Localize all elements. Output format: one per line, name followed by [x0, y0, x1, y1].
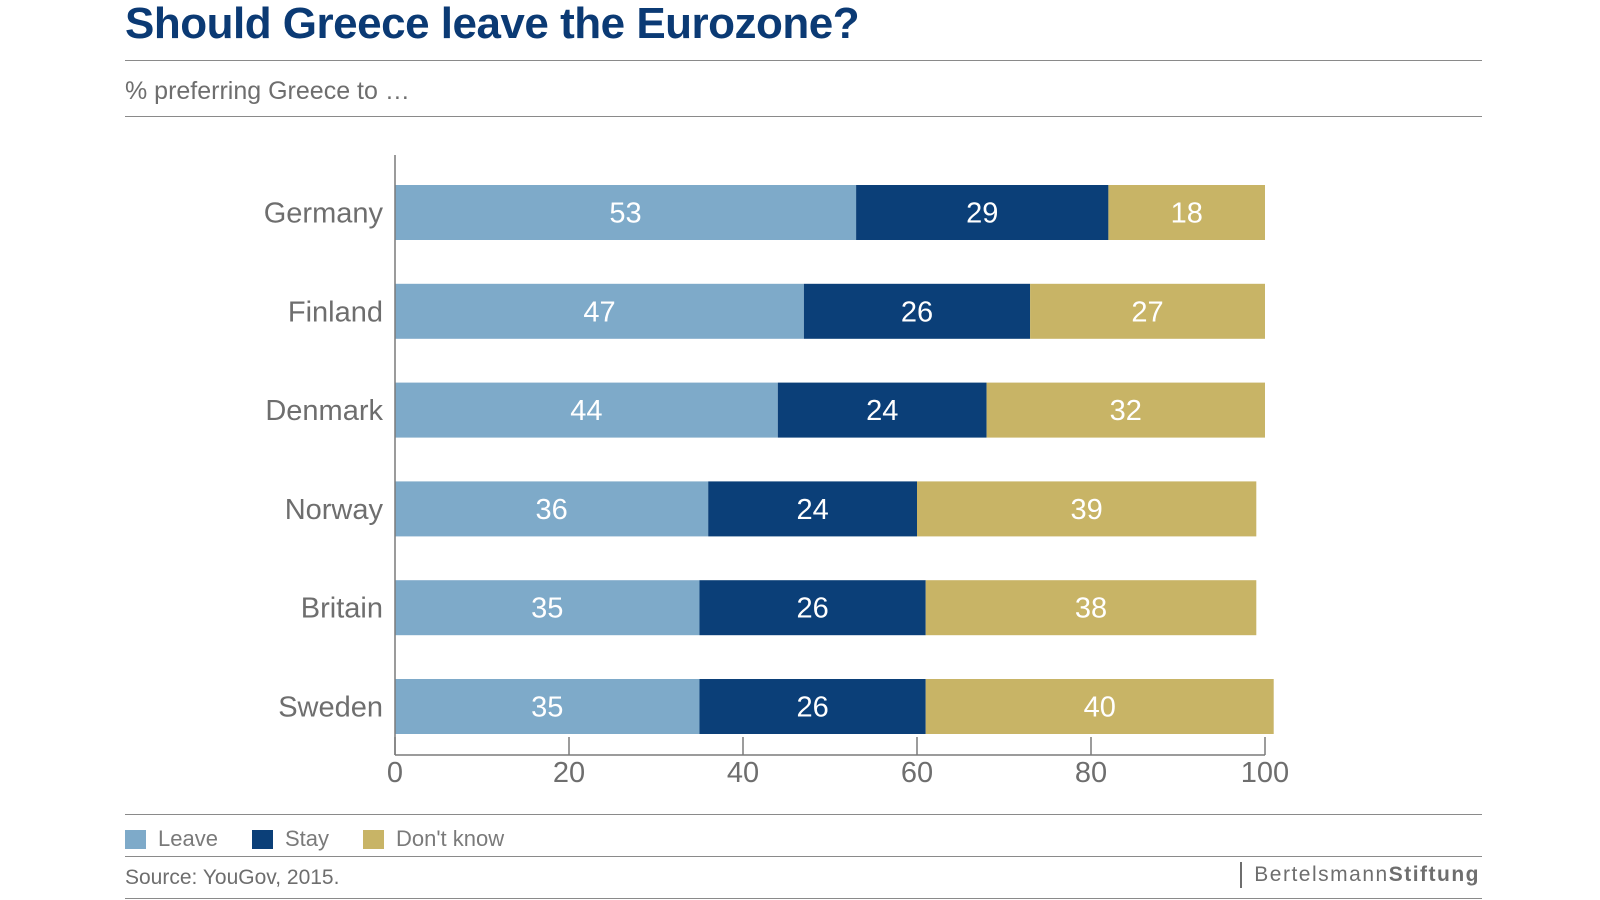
x-tick-label-80: 80: [1075, 757, 1107, 789]
category-label-finland: Finland: [288, 296, 383, 328]
bar-denmark-don-t-know: [986, 382, 1265, 438]
bar-sweden-don-t-know: [925, 679, 1274, 734]
bar-norway-stay: [708, 481, 917, 537]
category-label-germany: Germany: [264, 198, 384, 230]
legend-item-stay: Stay: [251, 826, 329, 852]
legend-swatch-dont-know: [362, 829, 384, 849]
brand-regular: Bertelsmann: [1254, 863, 1389, 886]
legend-bottom-divider: [125, 856, 1482, 857]
legend-swatch-stay: [251, 829, 273, 849]
bar-finland-stay: [803, 283, 1031, 339]
x-tick-label-0: 0: [387, 757, 403, 789]
bar-britain-leave: [395, 580, 700, 636]
x-tick-label-40: 40: [727, 757, 759, 789]
data-label-germany-leave: 53: [609, 198, 641, 230]
data-label-sweden-stay: 26: [796, 692, 828, 724]
bar-norway-don-t-know: [917, 481, 1257, 537]
legend-label-dont-know: Don't know: [395, 826, 505, 851]
footer-bottom-divider: [125, 898, 1482, 899]
data-label-norway-don-t-know: 39: [1071, 494, 1103, 526]
x-tick-label-100: 100: [1241, 757, 1289, 789]
x-tick-label-20: 20: [553, 757, 585, 789]
data-label-denmark-leave: 44: [570, 395, 602, 427]
x-tick-label-60: 60: [901, 757, 933, 789]
bar-denmark-stay: [777, 382, 987, 438]
legend-label-stay: Stay: [284, 826, 329, 851]
data-label-denmark-stay: 24: [866, 395, 898, 427]
data-label-finland-leave: 47: [583, 296, 615, 328]
bar-germany-don-t-know: [1108, 185, 1265, 240]
bar-finland-leave: [395, 283, 804, 339]
data-label-norway-leave: 36: [535, 494, 567, 526]
title-divider: [125, 60, 1482, 61]
bar-britain-don-t-know: [925, 580, 1257, 636]
brand-logo: BertelsmannStiftung: [1240, 862, 1480, 888]
data-label-sweden-don-t-know: 40: [1084, 692, 1116, 724]
chart-title: Should Greece leave the Eurozone?: [125, 0, 860, 48]
stacked-bar-chart: Germany 53 29 18 Finland 47 26 27 Denmark 44 24 32 N…: [264, 155, 1289, 789]
data-label-finland-don-t-know: 27: [1131, 296, 1163, 328]
bar-finland-don-t-know: [1030, 283, 1265, 339]
subtitle-divider: [125, 116, 1482, 117]
legend-item-leave: Leave: [125, 826, 218, 852]
data-label-finland-stay: 26: [901, 296, 933, 328]
bar-norway-leave: [395, 481, 709, 537]
bar-germany-stay: [856, 185, 1109, 240]
bar-germany-leave: [395, 185, 857, 240]
legend: Leave Stay Don't know: [125, 825, 538, 853]
bar-denmark-leave: [395, 382, 778, 438]
bar-britain-stay: [699, 580, 926, 636]
category-label-britain: Britain: [301, 593, 383, 625]
data-label-denmark-don-t-know: 32: [1110, 395, 1142, 427]
data-label-britain-leave: 35: [531, 593, 563, 625]
bar-sweden-leave: [395, 679, 700, 734]
category-label-norway: Norway: [285, 494, 384, 526]
legend-swatch-leave: [125, 829, 146, 849]
category-label-sweden: Sweden: [278, 692, 383, 724]
data-label-germany-stay: 29: [966, 198, 998, 230]
brand-bold: Stiftung: [1388, 863, 1480, 886]
data-label-germany-don-t-know: 18: [1171, 198, 1203, 230]
chart-subtitle: % preferring Greece to …: [125, 77, 410, 105]
legend-label-leave: Leave: [158, 826, 218, 851]
category-label-denmark: Denmark: [265, 395, 383, 427]
bar-sweden-stay: [699, 679, 926, 734]
data-label-sweden-leave: 35: [531, 692, 563, 724]
legend-top-divider: [125, 814, 1482, 815]
source-note: Source: YouGov, 2015.: [125, 866, 340, 889]
data-label-britain-don-t-know: 38: [1075, 593, 1107, 625]
legend-item-dont-know: Don't know: [362, 826, 505, 852]
data-label-britain-stay: 26: [796, 593, 828, 625]
data-label-norway-stay: 24: [796, 494, 828, 526]
